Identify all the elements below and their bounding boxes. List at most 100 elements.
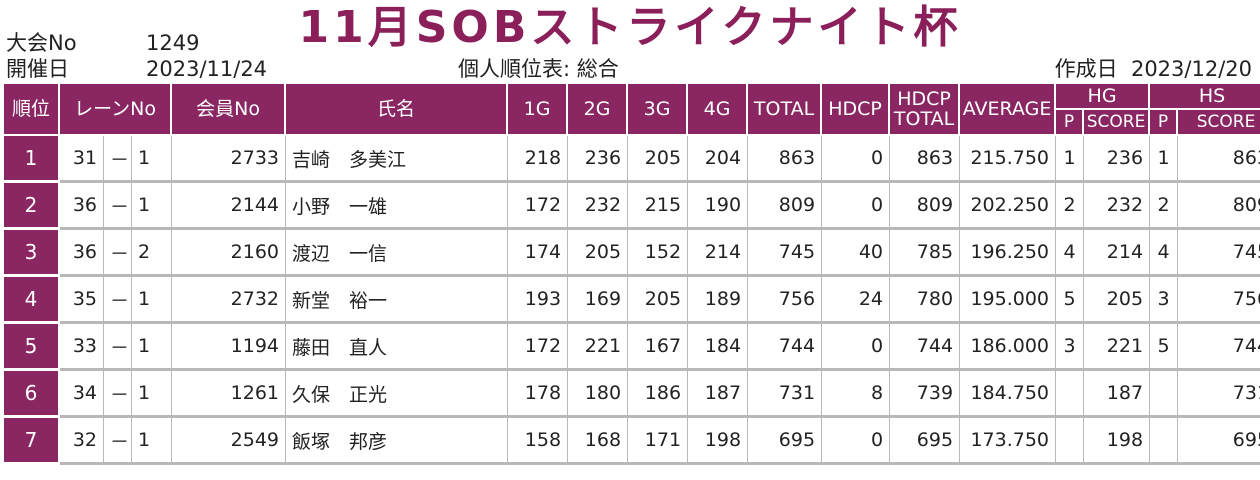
game-4-cell: 184 bbox=[688, 324, 749, 371]
game-1-cell: 178 bbox=[508, 371, 569, 418]
table-row: 3 36 － 2 2160 渡辺 一信 174 205 152 214 745 40 785 196.25… bbox=[4, 230, 1260, 277]
name-cell: 新堂 裕一 bbox=[286, 277, 509, 324]
hs-p-cell: 2 bbox=[1150, 183, 1179, 230]
game-1-cell: 158 bbox=[508, 418, 569, 465]
page-title: 11月SOBストライクナイト杯 bbox=[298, 2, 962, 53]
header-game-2: 2G bbox=[568, 84, 629, 136]
hs-p-cell bbox=[1150, 371, 1179, 418]
total-cell: 731 bbox=[748, 371, 823, 418]
total-cell: 863 bbox=[748, 136, 823, 183]
game-3-cell: 205 bbox=[628, 136, 689, 183]
total-cell: 756 bbox=[748, 277, 823, 324]
hg-score-cell: 236 bbox=[1084, 136, 1151, 183]
hg-score-cell: 187 bbox=[1084, 371, 1151, 418]
lane-cell: 33 bbox=[60, 324, 104, 371]
hdcp-cell: 0 bbox=[822, 418, 891, 465]
hs-score-cell: 809 bbox=[1178, 183, 1260, 230]
hs-score-cell: 745 bbox=[1178, 230, 1260, 277]
average-cell: 202.250 bbox=[960, 183, 1057, 230]
lane-dash-cell: － bbox=[104, 183, 132, 230]
hs-score-cell: 731 bbox=[1178, 371, 1260, 418]
table-row: 4 35 － 1 2732 新堂 裕一 193 169 205 189 756 24 780 195.00… bbox=[4, 277, 1260, 324]
member-no-cell: 2549 bbox=[172, 418, 287, 465]
hs-score-cell: 744 bbox=[1178, 324, 1260, 371]
game-3-cell: 205 bbox=[628, 277, 689, 324]
rank-cell: 7 bbox=[4, 418, 60, 465]
lane-cell: 35 bbox=[60, 277, 104, 324]
member-no-cell: 2160 bbox=[172, 230, 287, 277]
hdcp-cell: 40 bbox=[822, 230, 891, 277]
name-cell: 久保 正光 bbox=[286, 371, 509, 418]
game-4-cell: 204 bbox=[688, 136, 749, 183]
header-lane: レーンNo bbox=[60, 84, 173, 136]
hs-score-cell: 756 bbox=[1178, 277, 1260, 324]
game-4-cell: 190 bbox=[688, 183, 749, 230]
event-date-line: 開催日 2023/11/24 bbox=[6, 56, 267, 82]
hg-score-cell: 221 bbox=[1084, 324, 1151, 371]
lane-cell: 36 bbox=[60, 183, 104, 230]
header-hs: HS bbox=[1150, 84, 1260, 110]
total-cell: 695 bbox=[748, 418, 823, 465]
game-1-cell: 174 bbox=[508, 230, 569, 277]
header-name: 氏名 bbox=[286, 84, 509, 136]
game-1-cell: 172 bbox=[508, 324, 569, 371]
game-2-cell: 180 bbox=[568, 371, 629, 418]
header-hdcp: HDCP bbox=[822, 84, 891, 136]
game-4-cell: 214 bbox=[688, 230, 749, 277]
tournament-no-label: 大会No bbox=[6, 31, 77, 55]
hdcp-total-cell: 780 bbox=[890, 277, 961, 324]
lane-dash-cell: － bbox=[104, 230, 132, 277]
header-hg: HG bbox=[1056, 84, 1151, 110]
hdcp-total-cell: 744 bbox=[890, 324, 961, 371]
created-date-value: 2023/12/20 bbox=[1130, 57, 1252, 81]
header-total: TOTAL bbox=[748, 84, 823, 136]
hdcp-cell: 0 bbox=[822, 136, 891, 183]
lane-cell: 31 bbox=[60, 136, 104, 183]
game-2-cell: 168 bbox=[568, 418, 629, 465]
lane-cell: 32 bbox=[60, 418, 104, 465]
hg-p-cell: 5 bbox=[1056, 277, 1085, 324]
lane-sub-cell: 1 bbox=[132, 324, 173, 371]
game-2-cell: 169 bbox=[568, 277, 629, 324]
average-cell: 196.250 bbox=[960, 230, 1057, 277]
game-2-cell: 232 bbox=[568, 183, 629, 230]
rank-cell: 5 bbox=[4, 324, 60, 371]
total-cell: 809 bbox=[748, 183, 823, 230]
lane-cell: 36 bbox=[60, 230, 104, 277]
results-table: 順位 レーンNo 会員No 氏名 1G 2G 3G 4G TOTAL HDCP … bbox=[4, 84, 1260, 465]
tournament-no-line: 大会No 1249 bbox=[6, 30, 199, 56]
lane-sub-cell: 2 bbox=[132, 230, 173, 277]
lane-sub-cell: 1 bbox=[132, 418, 173, 465]
hdcp-cell: 0 bbox=[822, 183, 891, 230]
game-2-cell: 205 bbox=[568, 230, 629, 277]
hg-p-cell: 1 bbox=[1056, 136, 1085, 183]
hs-score-cell: 695 bbox=[1178, 418, 1260, 465]
name-cell: 藤田 直人 bbox=[286, 324, 509, 371]
game-4-cell: 198 bbox=[688, 418, 749, 465]
game-4-cell: 187 bbox=[688, 371, 749, 418]
lane-sub-cell: 1 bbox=[132, 277, 173, 324]
member-no-cell: 2733 bbox=[172, 136, 287, 183]
header-hg-score: SCORE bbox=[1084, 110, 1151, 136]
game-2-cell: 236 bbox=[568, 136, 629, 183]
header-hdcp-total-bottom: TOTAL bbox=[893, 108, 955, 130]
hg-score-cell: 214 bbox=[1084, 230, 1151, 277]
hdcp-total-cell: 809 bbox=[890, 183, 961, 230]
header-game-1: 1G bbox=[508, 84, 569, 136]
hg-score-cell: 205 bbox=[1084, 277, 1151, 324]
rank-cell: 6 bbox=[4, 371, 60, 418]
created-date-label: 作成日 bbox=[1054, 57, 1118, 81]
header-hs-p: P bbox=[1150, 110, 1179, 136]
hdcp-cell: 8 bbox=[822, 371, 891, 418]
lane-dash-cell: － bbox=[104, 136, 132, 183]
lane-cell: 34 bbox=[60, 371, 104, 418]
hdcp-total-cell: 695 bbox=[890, 418, 961, 465]
hg-score-cell: 232 bbox=[1084, 183, 1151, 230]
rank-cell: 3 bbox=[4, 230, 60, 277]
hg-p-cell bbox=[1056, 371, 1085, 418]
average-cell: 186.000 bbox=[960, 324, 1057, 371]
header-hs-score: SCORE bbox=[1178, 110, 1260, 136]
rank-cell: 4 bbox=[4, 277, 60, 324]
event-date-label: 開催日 bbox=[6, 57, 69, 81]
member-no-cell: 2144 bbox=[172, 183, 287, 230]
